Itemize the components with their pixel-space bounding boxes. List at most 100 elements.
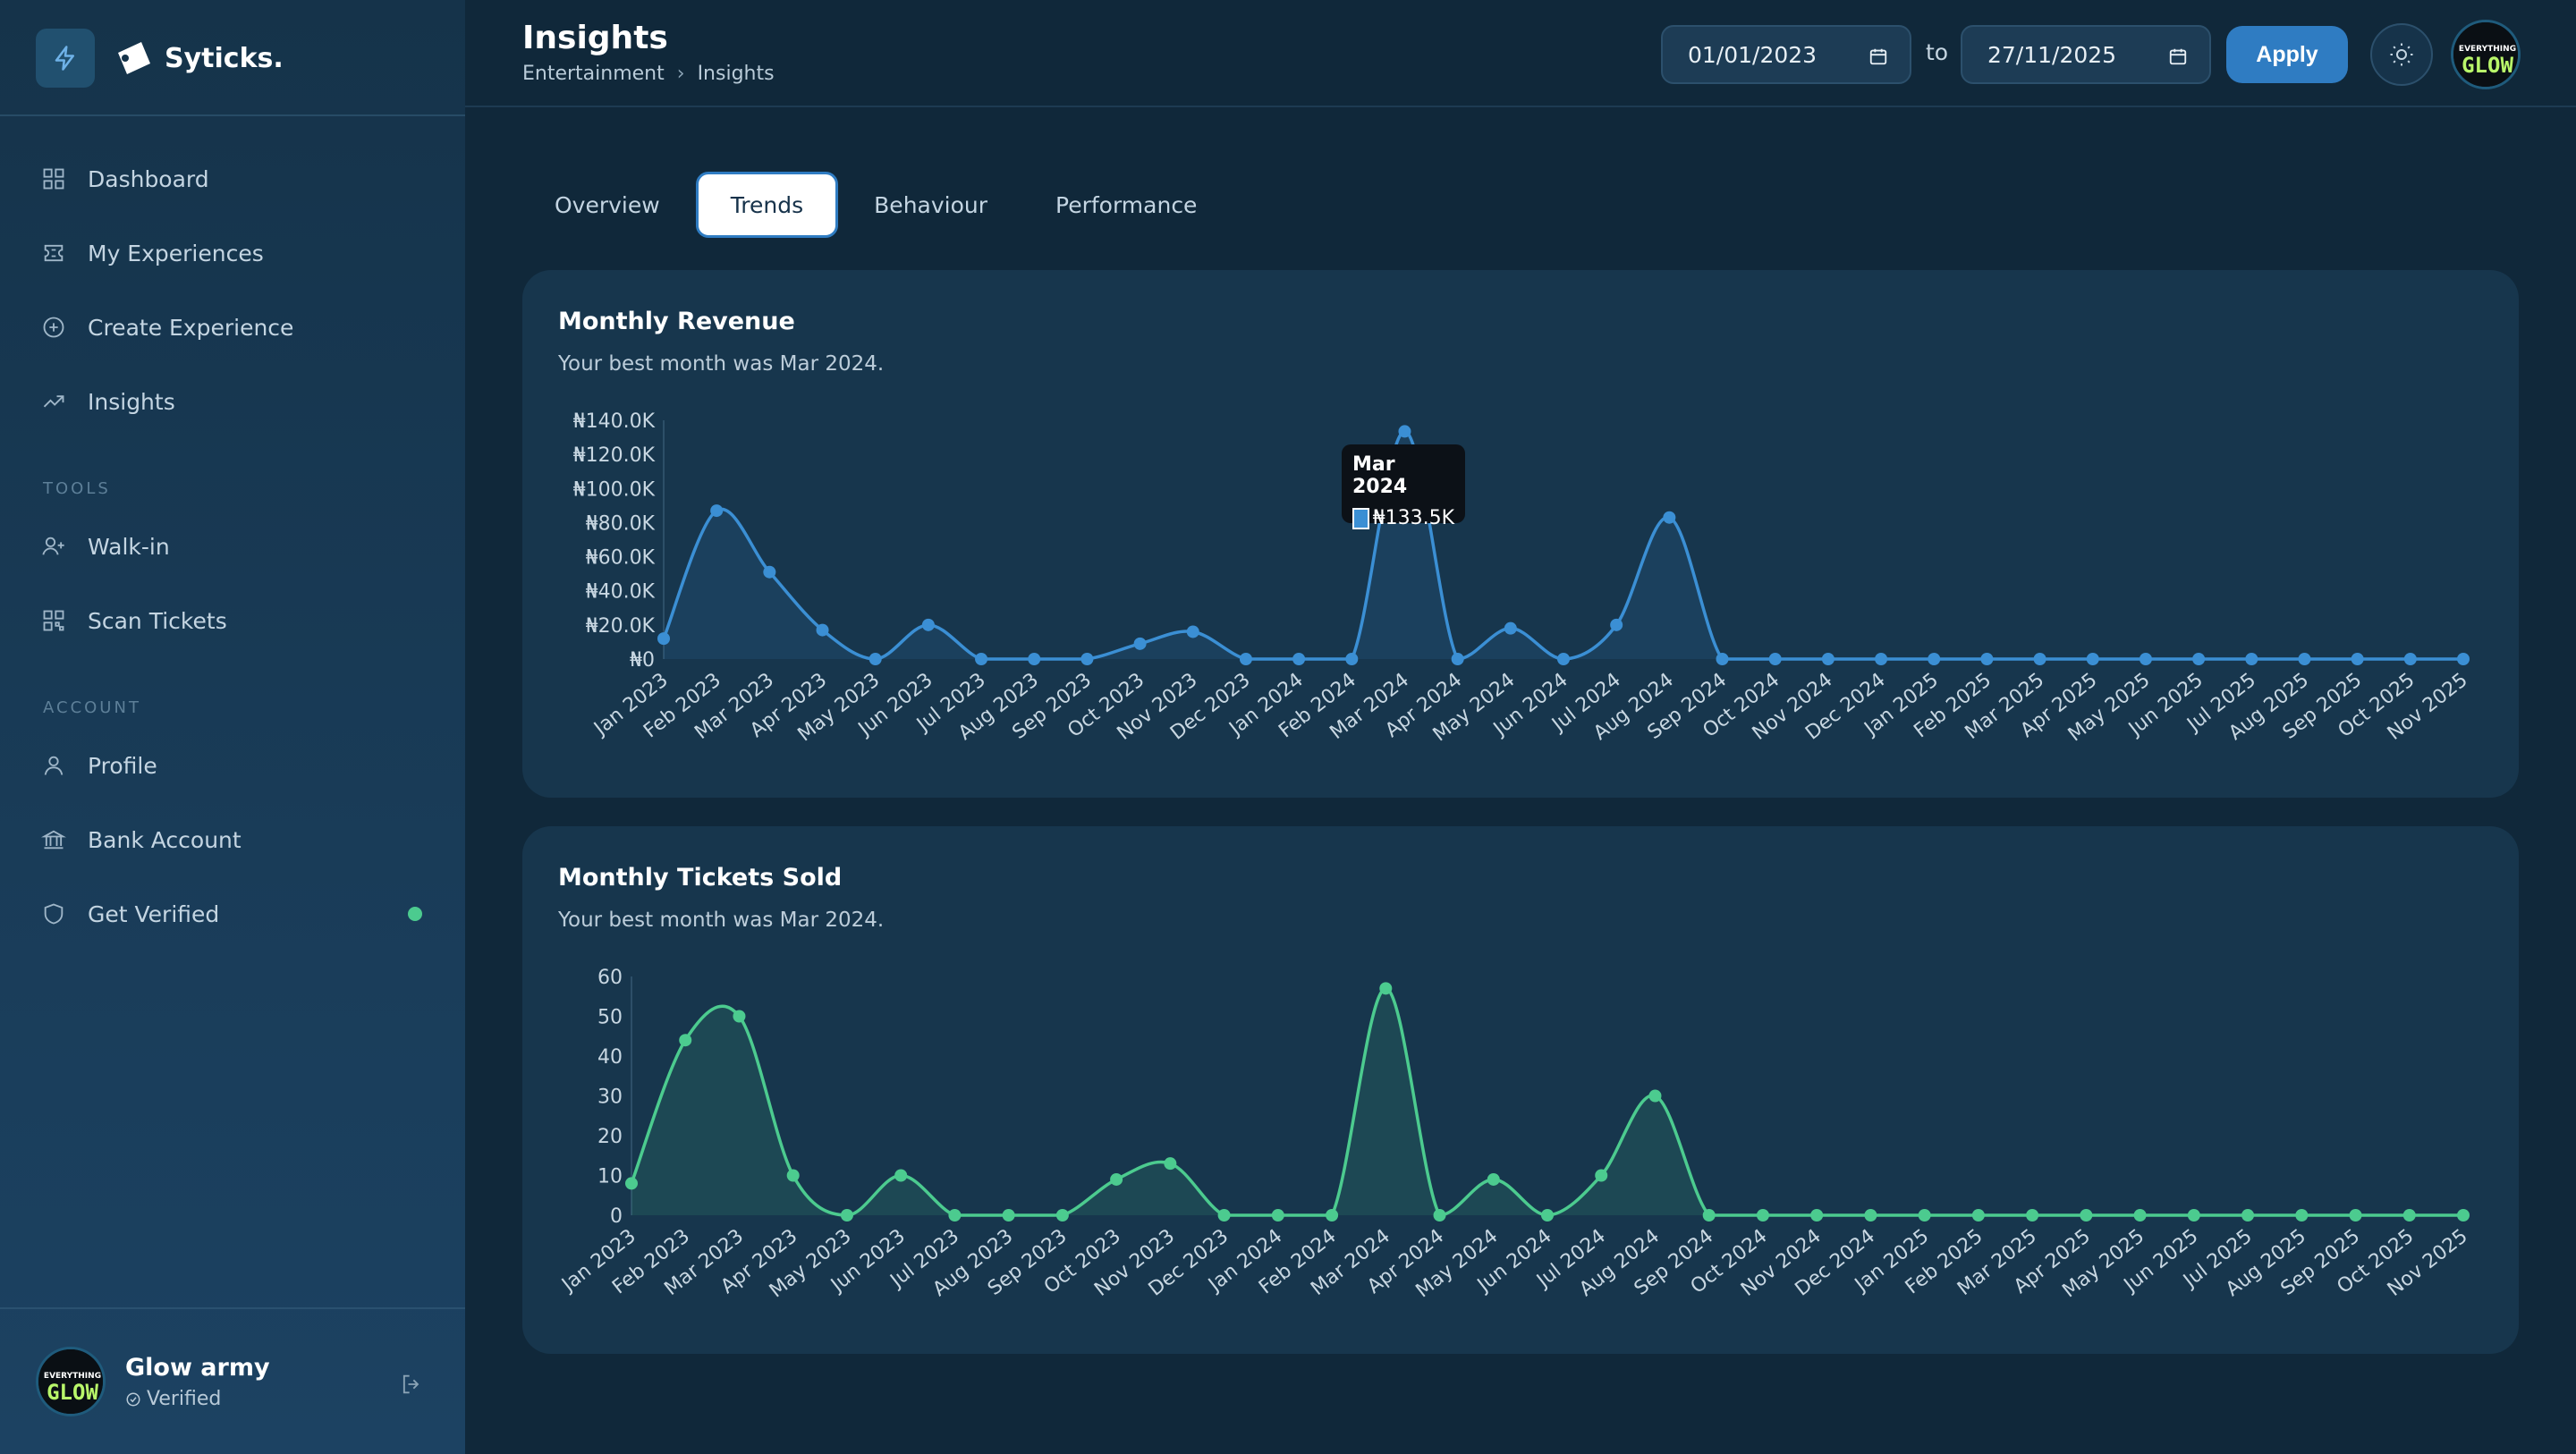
monthly-tickets-card: Monthly Tickets Sold Your best month was… (522, 826, 2519, 1354)
data-point[interactable] (657, 632, 670, 646)
date-to-input[interactable]: 27/11/2025 (1961, 25, 2211, 84)
data-point[interactable] (1595, 1169, 1608, 1182)
data-point[interactable] (1756, 1209, 1769, 1222)
data-point[interactable] (2192, 653, 2206, 665)
sidebar-item-my-experiences[interactable]: My Experiences (41, 231, 264, 275)
data-point[interactable] (2133, 1209, 2147, 1222)
data-point[interactable] (1918, 1209, 1931, 1222)
data-point[interactable] (2033, 653, 2046, 665)
tab-trends[interactable]: Trends (695, 172, 839, 238)
sidebar-item-scan-tickets[interactable]: Scan Tickets (41, 598, 227, 643)
sidebar-item-walk-in[interactable]: Walk-in (41, 524, 170, 569)
data-point[interactable] (1239, 653, 1252, 665)
data-point[interactable] (1345, 653, 1359, 665)
data-point[interactable] (1398, 425, 1411, 438)
sidebar-item-create-experience[interactable]: Create Experience (41, 305, 293, 350)
data-point[interactable] (2457, 653, 2470, 665)
tab-behaviour[interactable]: Behaviour (874, 191, 988, 218)
sidebar-item-get-verified[interactable]: Get Verified (41, 892, 219, 936)
data-point[interactable] (625, 1177, 638, 1190)
theme-toggle-button[interactable] (2370, 23, 2433, 86)
data-point[interactable] (1610, 618, 1623, 631)
data-point[interactable] (1980, 653, 1994, 665)
avatar[interactable]: EVERYTHING GLOW (36, 1347, 106, 1416)
apply-button[interactable]: Apply (2226, 26, 2348, 83)
data-point[interactable] (1716, 653, 1729, 665)
data-point[interactable] (1292, 653, 1306, 665)
monthly-revenue-chart[interactable]: ₦0 ₦20.0K ₦40.0K ₦60.0K ₦80.0K ₦100.0K ₦120.0K… (522, 270, 2519, 798)
data-point[interactable] (2349, 1209, 2362, 1222)
data-point[interactable] (1557, 653, 1570, 665)
header-avatar[interactable]: EVERYTHING GLOW (2451, 20, 2521, 89)
date-to-label: to (1926, 39, 1949, 65)
sidebar-item-profile[interactable]: Profile (41, 743, 157, 788)
data-point[interactable] (816, 623, 829, 637)
sidebar-item-insights[interactable]: Insights (41, 379, 175, 424)
data-point[interactable] (1055, 1209, 1069, 1222)
breadcrumb-entertainment[interactable]: Entertainment (522, 63, 665, 85)
data-point[interactable] (1768, 653, 1782, 665)
data-point[interactable] (2086, 653, 2099, 665)
data-point[interactable] (948, 1209, 962, 1222)
data-point[interactable] (1702, 1209, 1716, 1222)
data-point[interactable] (710, 504, 724, 518)
data-point[interactable] (975, 653, 988, 665)
data-point[interactable] (1875, 653, 1888, 665)
data-point[interactable] (2351, 653, 2364, 665)
data-point[interactable] (1928, 653, 1941, 665)
data-point[interactable] (1433, 1209, 1446, 1222)
data-point[interactable] (2245, 653, 2258, 665)
calendar-icon[interactable] (1868, 46, 1888, 66)
data-point[interactable] (763, 565, 776, 579)
data-point[interactable] (1080, 653, 1094, 665)
sidebar-item-bank-account[interactable]: Bank Account (41, 817, 242, 862)
calendar-icon[interactable] (2168, 46, 2188, 66)
data-point[interactable] (1002, 1209, 1015, 1222)
tab-overview[interactable]: Overview (555, 191, 660, 218)
data-point[interactable] (1864, 1209, 1877, 1222)
data-point[interactable] (1451, 653, 1464, 665)
data-point[interactable] (1379, 982, 1393, 995)
data-point[interactable] (2295, 1209, 2309, 1222)
tab-performance[interactable]: Performance (1055, 191, 1198, 218)
data-point[interactable] (2187, 1209, 2200, 1222)
data-point[interactable] (1504, 621, 1517, 635)
data-point[interactable] (840, 1209, 853, 1222)
data-point[interactable] (869, 653, 882, 665)
data-point[interactable] (1821, 653, 1835, 665)
data-point[interactable] (1164, 1157, 1177, 1171)
y-tick-label: 40 (597, 1046, 623, 1069)
data-point[interactable] (1326, 1209, 1339, 1222)
sidebar-item-dashboard[interactable]: Dashboard (41, 156, 209, 201)
data-point[interactable] (921, 618, 935, 631)
data-point[interactable] (2298, 653, 2311, 665)
date-from-input[interactable]: 01/01/2023 (1661, 25, 1911, 84)
data-point[interactable] (1810, 1209, 1824, 1222)
data-point[interactable] (1971, 1209, 1985, 1222)
data-point[interactable] (2139, 653, 2152, 665)
data-point[interactable] (2026, 1209, 2039, 1222)
data-point[interactable] (2241, 1209, 2255, 1222)
data-point[interactable] (733, 1010, 746, 1023)
data-point[interactable] (1133, 637, 1147, 650)
data-point[interactable] (2403, 653, 2417, 665)
data-point[interactable] (894, 1169, 908, 1182)
data-point[interactable] (1271, 1209, 1284, 1222)
logout-button[interactable] (399, 1372, 424, 1400)
data-point[interactable] (679, 1034, 692, 1047)
data-point[interactable] (1648, 1089, 1662, 1103)
data-point[interactable] (2402, 1209, 2416, 1222)
data-point[interactable] (2457, 1209, 2470, 1222)
bolt-button[interactable] (36, 29, 95, 88)
data-point[interactable] (1663, 511, 1676, 524)
brand-logo[interactable]: Syticks. (114, 40, 284, 76)
data-point[interactable] (2080, 1209, 2093, 1222)
data-point[interactable] (1028, 653, 1041, 665)
data-point[interactable] (1217, 1209, 1231, 1222)
data-point[interactable] (786, 1169, 800, 1182)
data-point[interactable] (1110, 1172, 1123, 1186)
data-point[interactable] (1186, 625, 1199, 638)
data-point[interactable] (1487, 1172, 1500, 1186)
data-point[interactable] (1541, 1209, 1554, 1222)
